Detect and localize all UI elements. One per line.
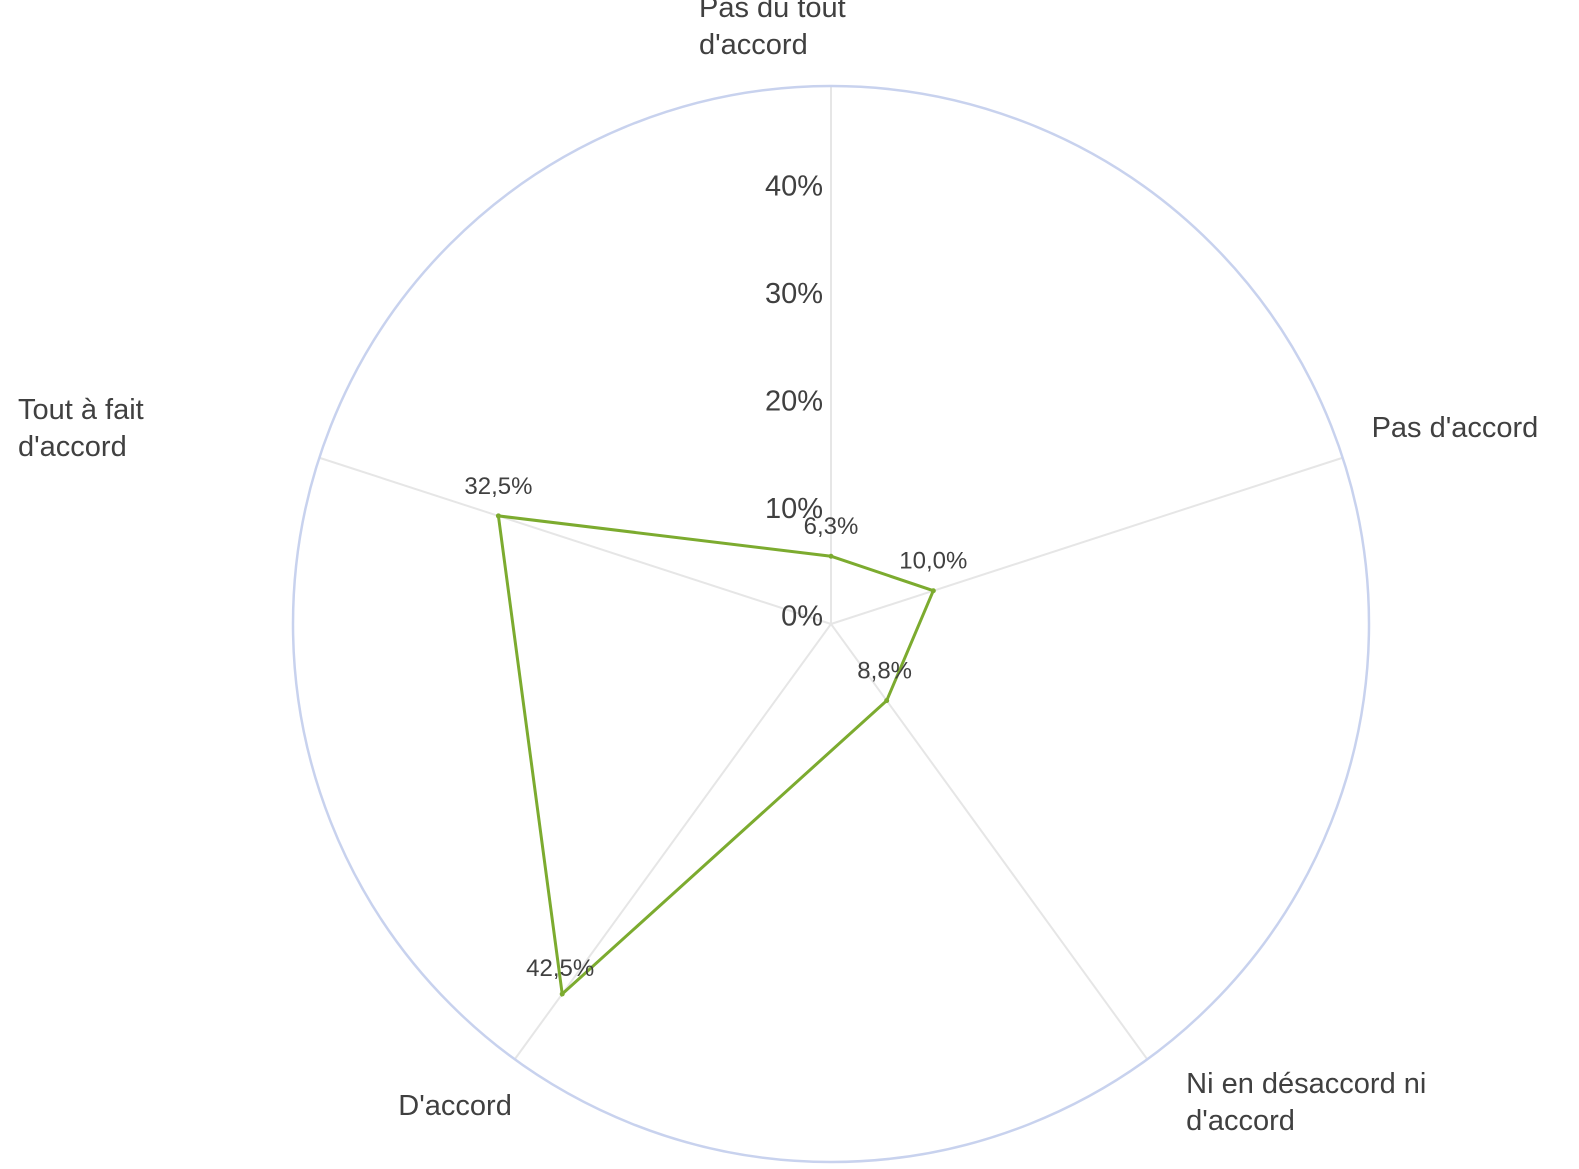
category-label-2: Ni en désaccord ni d'accord — [1186, 1068, 1426, 1137]
series-point-4 — [495, 513, 501, 519]
outer-circle — [291, 84, 1371, 1164]
series-line — [496, 514, 936, 998]
spoke-2 — [830, 623, 1149, 1060]
series-point-0 — [828, 553, 834, 559]
data-label-1: 10,0% — [899, 548, 967, 575]
spoke-3 — [513, 623, 832, 1060]
data-label-2: 8,8% — [857, 658, 912, 685]
series-layer — [495, 513, 936, 998]
category-label-line: Tout à fait — [18, 394, 144, 426]
radial-tick-layer: 0% 10% 20% 30% 40% — [765, 170, 823, 632]
data-label-4: 32,5% — [464, 473, 532, 500]
spoke-4 — [319, 456, 832, 625]
radial-tick-label: 0% — [781, 601, 823, 633]
radial-tick-label: 10% — [765, 493, 823, 525]
category-label-line: Pas d'accord — [1372, 412, 1539, 444]
category-label-line: d'accord — [18, 431, 127, 463]
data-label-layer: 6,3% 10,0% 8,8% 42,5% 32,5% — [464, 473, 967, 982]
category-label-1: Pas d'accord — [1372, 412, 1539, 444]
series-point-3 — [559, 991, 565, 997]
spoke-1 — [830, 456, 1343, 625]
radial-tick-label: 30% — [765, 278, 823, 310]
radial-tick-label: 40% — [765, 170, 823, 202]
category-label-line: Ni en désaccord ni — [1186, 1068, 1426, 1100]
data-label-3: 42,5% — [526, 955, 594, 982]
category-label-layer: Pas du tout d'accord Pas d'accord Ni en dés… — [18, 0, 1538, 1137]
radial-tick-label: 20% — [765, 385, 823, 417]
series-point-2 — [884, 698, 890, 704]
category-label-4: Tout à fait d'accord — [18, 394, 144, 463]
category-label-3: D'accord — [398, 1090, 512, 1122]
category-label-line: Pas du tout — [699, 0, 846, 24]
category-label-line: d'accord — [699, 29, 808, 61]
category-label-0: Pas du tout d'accord — [699, 0, 846, 61]
category-label-line: d'accord — [1186, 1105, 1295, 1137]
series-point-1 — [930, 588, 936, 594]
data-label-0: 6,3% — [804, 513, 859, 540]
grid-layer — [291, 84, 1371, 1164]
category-label-line: D'accord — [398, 1090, 512, 1122]
